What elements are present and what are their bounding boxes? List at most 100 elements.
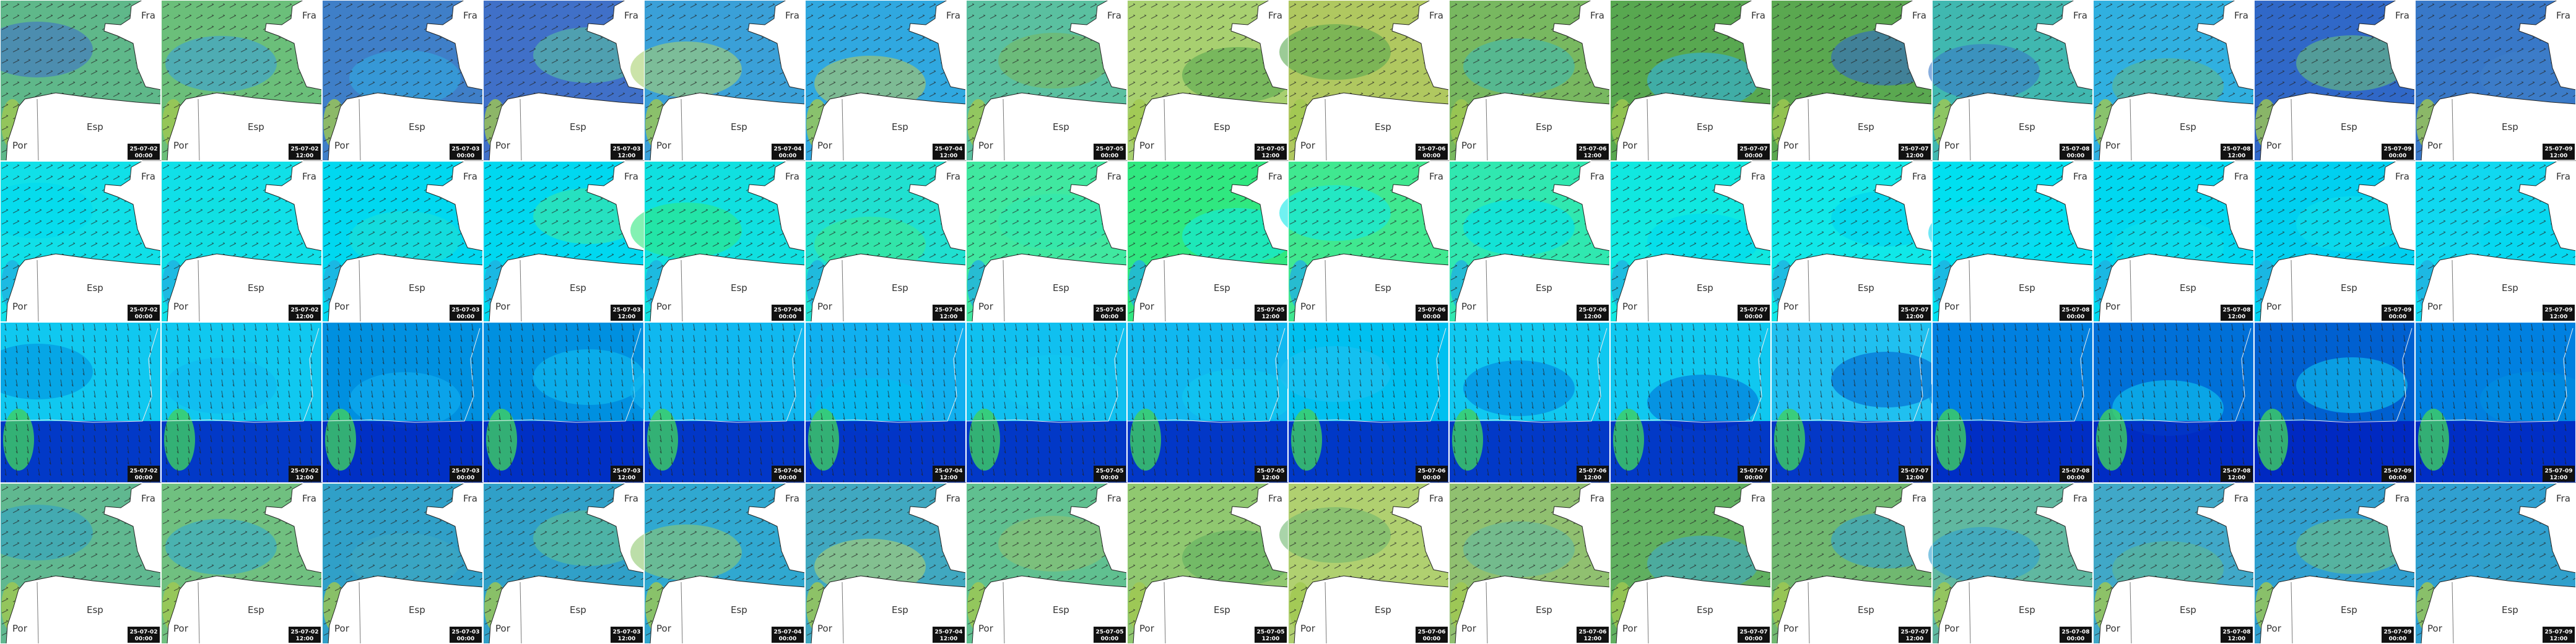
time-label: 12:00 [2550, 636, 2568, 642]
label-portugal: Por [2105, 140, 2121, 151]
label-portugal: Por [817, 140, 833, 151]
label-france: Fra [2395, 493, 2409, 504]
border [681, 98, 683, 162]
label-portugal: Por [1783, 301, 1799, 312]
date-label: 25-07-02 [129, 146, 157, 152]
time-label: 00:00 [135, 314, 153, 320]
land-france [908, 482, 967, 573]
time-label: 00:00 [779, 314, 797, 320]
date-label: 25-07-06 [1578, 629, 1606, 635]
label-france: Fra [1751, 493, 1765, 504]
tile-border [966, 161, 1127, 322]
date-label: 25-07-07 [1900, 307, 1928, 313]
label-portugal: Por [1300, 140, 1316, 151]
border [1486, 259, 1488, 323]
time-label: 12:00 [1262, 475, 1280, 481]
label-portugal: Por [656, 623, 672, 634]
time-label: 00:00 [457, 314, 475, 320]
stamp-box [289, 627, 321, 643]
border [37, 259, 39, 323]
label-france: Fra [2073, 171, 2087, 182]
wind-arrows [2093, 322, 2254, 483]
label-portugal: Por [1461, 623, 1477, 634]
label-portugal: Por [817, 623, 833, 634]
land-france [1230, 0, 1289, 90]
border [2291, 98, 2293, 162]
border [2130, 98, 2132, 162]
date-label: 25-07-07 [1739, 629, 1767, 635]
label-spain: Esp [2341, 121, 2357, 133]
border [1808, 581, 1810, 644]
label-portugal: Por [1622, 623, 1638, 634]
border [1325, 259, 1327, 323]
date-label: 25-07-05 [1256, 146, 1284, 152]
date-label: 25-07-06 [1578, 146, 1606, 152]
border [842, 259, 844, 323]
time-label: 12:00 [1906, 636, 1924, 642]
time-label: 00:00 [1423, 153, 1441, 159]
wind-arrows [0, 322, 161, 483]
land-iberia [2260, 575, 2416, 644]
date-label: 25-07-02 [290, 468, 318, 474]
label-portugal: Por [2105, 623, 2121, 634]
stamp-box [450, 466, 482, 482]
date-label: 25-07-06 [1578, 468, 1606, 474]
label-france: Fra [1590, 10, 1604, 21]
tile-border [1610, 0, 1771, 161]
time-label: 12:00 [296, 636, 314, 642]
time-label: 12:00 [2228, 636, 2246, 642]
time-label: 12:00 [1584, 314, 1602, 320]
time-label: 12:00 [2550, 314, 2568, 320]
date-label: 25-07-08 [2061, 468, 2089, 474]
land-france [586, 160, 645, 251]
label-spain: Esp [2502, 604, 2518, 616]
label-spain: Esp [2341, 604, 2357, 616]
border [1486, 581, 1488, 644]
time-label: 00:00 [2389, 636, 2407, 642]
stamp-box [1577, 466, 1609, 482]
label-france: Fra [624, 493, 638, 504]
label-spain: Esp [1536, 604, 1552, 616]
land-iberia [6, 575, 162, 644]
tile-border [1610, 161, 1771, 322]
label-france: Fra [946, 10, 960, 21]
tile-border [2254, 161, 2415, 322]
label-portugal: Por [1461, 140, 1477, 151]
date-label: 25-07-09 [2383, 307, 2411, 313]
label-portugal: Por [1944, 140, 1960, 151]
time-label: 12:00 [618, 153, 636, 159]
land-france [1874, 482, 1933, 573]
time-label: 00:00 [2067, 636, 2085, 642]
label-france: Fra [1107, 171, 1121, 182]
date-label: 25-07-06 [1417, 629, 1445, 635]
label-spain: Esp [409, 121, 425, 133]
label-france: Fra [1751, 171, 1765, 182]
label-france: Fra [2234, 171, 2248, 182]
land-france [1874, 160, 1933, 251]
border [198, 98, 200, 162]
stamp-box [1094, 466, 1126, 482]
label-portugal: Por [1300, 301, 1316, 312]
label-france: Fra [1268, 171, 1282, 182]
land-iberia [167, 575, 323, 644]
tile-border [2093, 322, 2254, 483]
time-label: 12:00 [940, 475, 958, 481]
land-iberia [811, 575, 967, 644]
label-portugal: Por [334, 301, 350, 312]
label-france: Fra [302, 171, 316, 182]
land-france [425, 482, 484, 573]
border [681, 581, 683, 644]
